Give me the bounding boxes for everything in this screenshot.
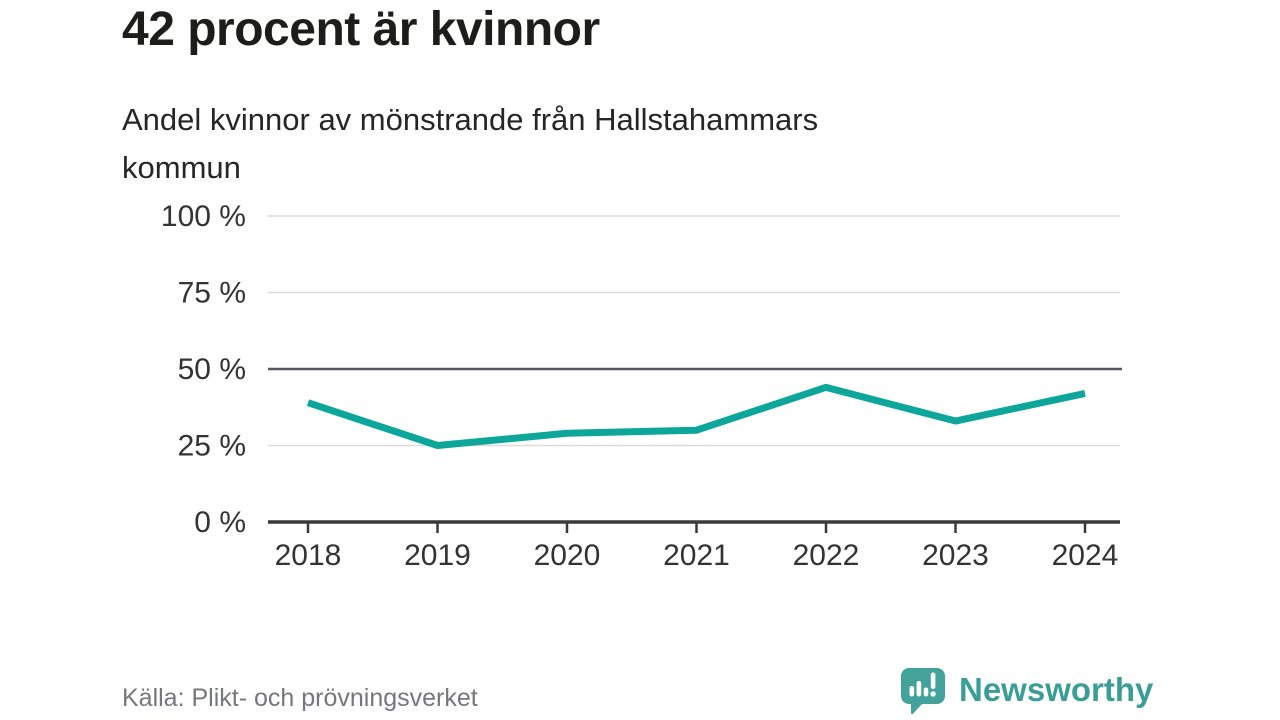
speech-bubble-shape: [901, 668, 945, 715]
newsworthy-bubble-chart-icon: [901, 668, 945, 715]
y-tick-label: 0 %: [194, 506, 246, 539]
source-note: Källa: Plikt- och prövningsverket: [122, 684, 478, 712]
exclamation-bar: [930, 672, 936, 689]
bar-3: [923, 687, 929, 697]
chart-title: 42 procent är kvinnor: [122, 3, 600, 56]
y-tick-label: 100 %: [161, 200, 246, 233]
x-tick-label: 2022: [793, 539, 860, 572]
y-tick-label: 75 %: [178, 277, 246, 310]
y-tick-label: 50 %: [178, 353, 246, 386]
x-tick-label: 2020: [534, 539, 601, 572]
bar-1: [909, 686, 915, 697]
bar-2: [916, 681, 922, 697]
y-tick-label: 25 %: [178, 430, 246, 463]
chart-subtitle-line-2: kommun: [122, 150, 241, 185]
data-line-andel-kvinnor: [306, 383, 1086, 449]
exclamation-dot: [930, 691, 936, 697]
chart-subtitle-line-1: Andel kvinnor av mönstrande från Hallsta…: [122, 102, 819, 137]
newsworthy-logo: Newsworthy: [897, 664, 1153, 716]
x-tick-label: 2019: [404, 539, 471, 572]
newsworthy-wordmark: Newsworthy: [959, 671, 1154, 708]
x-tick-label: 2024: [1052, 539, 1119, 572]
x-tick-label: 2018: [275, 539, 342, 572]
x-tick-label: 2021: [663, 539, 730, 572]
chart-subtitle: Andel kvinnor av mönstrande från Hallsta…: [122, 96, 818, 192]
x-tick-label: 2023: [922, 539, 989, 572]
